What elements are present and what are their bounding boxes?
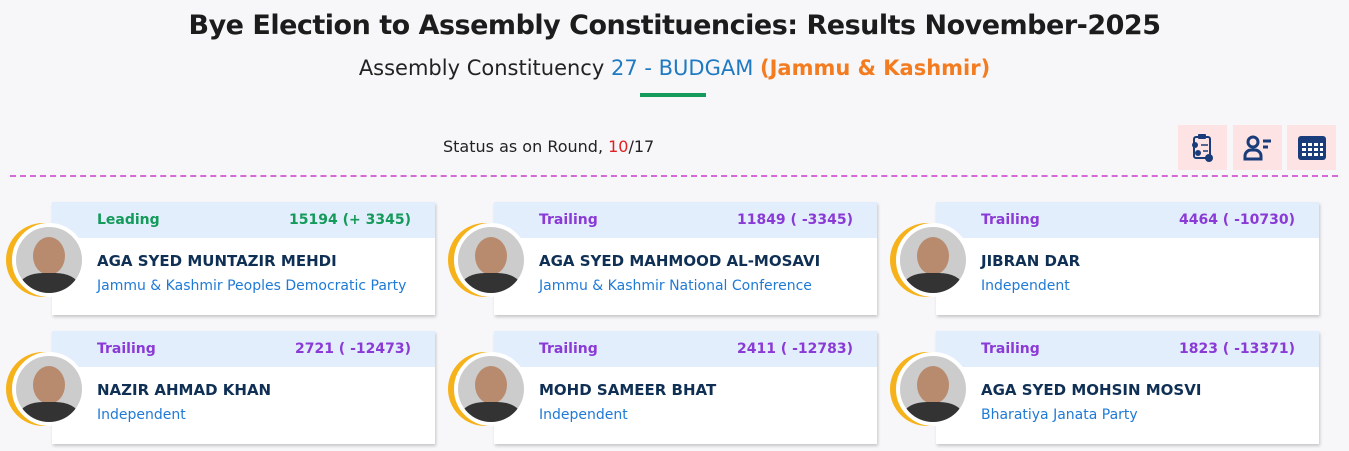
candidate-votes: 2721 ( -12473) <box>294 341 411 357</box>
constituency-name: 27 - BUDGAM <box>610 56 754 80</box>
candidate-party: Jammu & Kashmir Peoples Democratic Party <box>97 278 407 294</box>
table-grid-icon <box>1297 135 1326 160</box>
candidate-status: Trailing <box>539 341 598 357</box>
clipboard-report-icon <box>1191 133 1213 162</box>
candidate-votes: 2411 ( -12783) <box>736 341 853 357</box>
candidate-card[interactable]: Trailing 2721 ( -12473) NAZIR AHMAD KHAN … <box>12 331 435 444</box>
card-header: Trailing 1823 ( -13371) <box>936 331 1319 367</box>
card-header: Trailing 4464 ( -10730) <box>936 202 1319 238</box>
candidate-name: MOHD SAMEER BHAT <box>539 381 717 399</box>
candidate-photo <box>12 352 86 426</box>
candidate-votes: 15194 (+ 3345) <box>289 212 411 228</box>
card-header: Trailing 11849 ( -3345) <box>494 202 877 238</box>
report-button[interactable] <box>1178 125 1227 170</box>
section-divider <box>10 175 1338 177</box>
title-underline <box>640 93 706 97</box>
candidate-party: Bharatiya Janata Party <box>981 407 1138 423</box>
state-name: (Jammu & Kashmir) <box>760 56 991 80</box>
candidate-name: AGA SYED MUNTAZIR MEHDI <box>97 252 337 270</box>
constituency-subtitle: Assembly Constituency 27 - BUDGAM (Jammu… <box>0 56 1349 80</box>
candidate-photo <box>454 223 528 297</box>
candidate-status: Leading <box>97 212 160 228</box>
candidate-name: AGA SYED MOHSIN MOSVI <box>981 381 1202 399</box>
candidate-photo <box>12 223 86 297</box>
candidate-photo <box>896 352 970 426</box>
candidates-button[interactable] <box>1233 125 1282 170</box>
total-rounds: /17 <box>628 137 655 156</box>
candidate-photo <box>896 223 970 297</box>
candidate-status: Trailing <box>97 341 156 357</box>
candidate-list-icon <box>1243 135 1271 160</box>
candidate-card[interactable]: Trailing 11849 ( -3345) AGA SYED MAHMOOD … <box>454 202 877 315</box>
candidate-card[interactable]: Trailing 1823 ( -13371) AGA SYED MOHSIN M… <box>896 331 1319 444</box>
card-header: Trailing 2721 ( -12473) <box>52 331 435 367</box>
table-view-button[interactable] <box>1287 125 1336 170</box>
candidate-photo <box>454 352 528 426</box>
round-status: Status as on Round, 10/17 <box>443 137 654 156</box>
candidate-status: Trailing <box>981 341 1040 357</box>
candidate-card[interactable]: Trailing 4464 ( -10730) JIBRAN DAR Indepe… <box>896 202 1319 315</box>
candidate-party: Independent <box>981 278 1070 294</box>
card-header: Trailing 2411 ( -12783) <box>494 331 877 367</box>
candidate-name: JIBRAN DAR <box>981 252 1081 270</box>
candidate-votes: 1823 ( -13371) <box>1178 341 1295 357</box>
status-label: Status as on Round, <box>443 137 604 156</box>
candidate-party: Independent <box>97 407 186 423</box>
candidate-votes: 4464 ( -10730) <box>1178 212 1295 228</box>
candidate-party: Independent <box>539 407 628 423</box>
page-title: Bye Election to Assembly Constituencies:… <box>188 10 1161 41</box>
candidate-name: AGA SYED MAHMOOD AL-MOSAVI <box>539 252 821 270</box>
candidate-name: NAZIR AHMAD KHAN <box>97 381 272 399</box>
card-header: Leading 15194 (+ 3345) <box>52 202 435 238</box>
candidate-status: Trailing <box>539 212 598 228</box>
candidate-party: Jammu & Kashmir National Conference <box>539 278 812 294</box>
subtitle-prefix: Assembly Constituency <box>358 56 605 80</box>
candidate-card[interactable]: Leading 15194 (+ 3345) AGA SYED MUNTAZIR … <box>12 202 435 315</box>
candidate-card[interactable]: Trailing 2411 ( -12783) MOHD SAMEER BHAT … <box>454 331 877 444</box>
candidate-status: Trailing <box>981 212 1040 228</box>
current-round: 10 <box>608 137 629 156</box>
candidate-votes: 11849 ( -3345) <box>736 212 853 228</box>
